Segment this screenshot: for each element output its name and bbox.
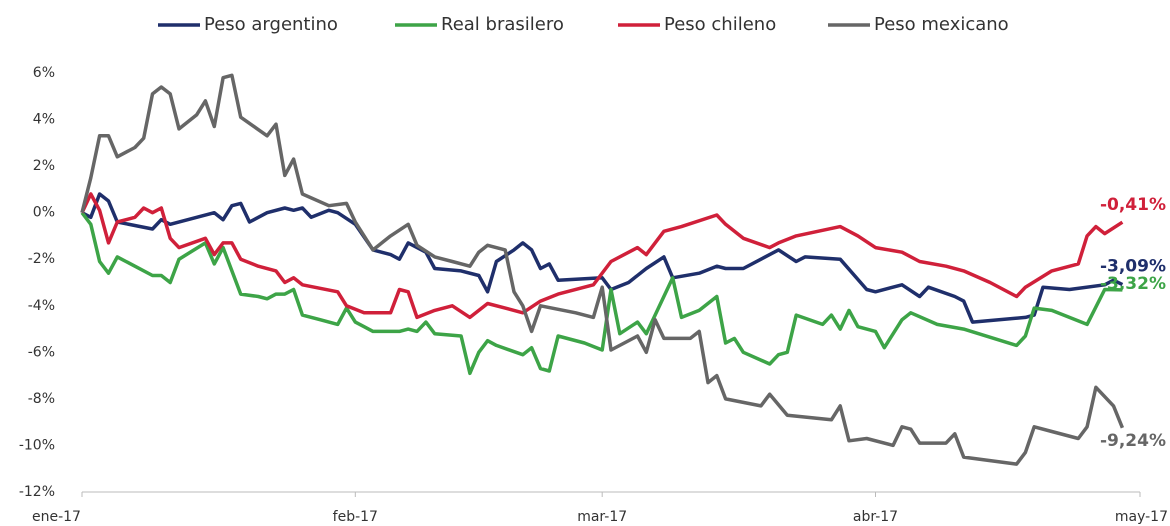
legend-label: Peso argentino xyxy=(204,14,338,35)
series-line xyxy=(81,192,1124,324)
end-label: -3,32% xyxy=(1100,274,1166,294)
y-tick-label: -4% xyxy=(28,298,55,314)
x-tick-label: abr-17 xyxy=(853,509,898,525)
y-tick-label: -8% xyxy=(28,391,55,407)
y-tick-label: -10% xyxy=(19,437,55,453)
legend-label: Peso mexicano xyxy=(874,14,1009,35)
y-tick-label: -2% xyxy=(28,251,55,267)
series-line xyxy=(80,211,1123,376)
x-tick-label: may-17 xyxy=(1115,509,1168,525)
series-line xyxy=(80,192,1124,320)
y-tick-label: 6% xyxy=(33,65,55,81)
end-label: -3,09% xyxy=(1100,257,1166,277)
legend-label: Peso chileno xyxy=(664,14,776,35)
legend-label: Real brasilero xyxy=(441,14,564,35)
series-line xyxy=(80,73,1125,466)
y-tick-label: -6% xyxy=(28,344,55,360)
y-tick-label: 0% xyxy=(33,205,55,221)
end-label: -9,24% xyxy=(1100,431,1166,451)
end-label: -0,41% xyxy=(1100,195,1166,215)
y-tick-label: 2% xyxy=(33,158,55,174)
x-tick-label: mar-17 xyxy=(577,509,627,525)
x-tick-label: ene-17 xyxy=(32,509,81,525)
y-tick-label: -12% xyxy=(19,484,55,500)
y-tick-label: 4% xyxy=(33,112,55,128)
x-tick-label: feb-17 xyxy=(333,509,378,525)
